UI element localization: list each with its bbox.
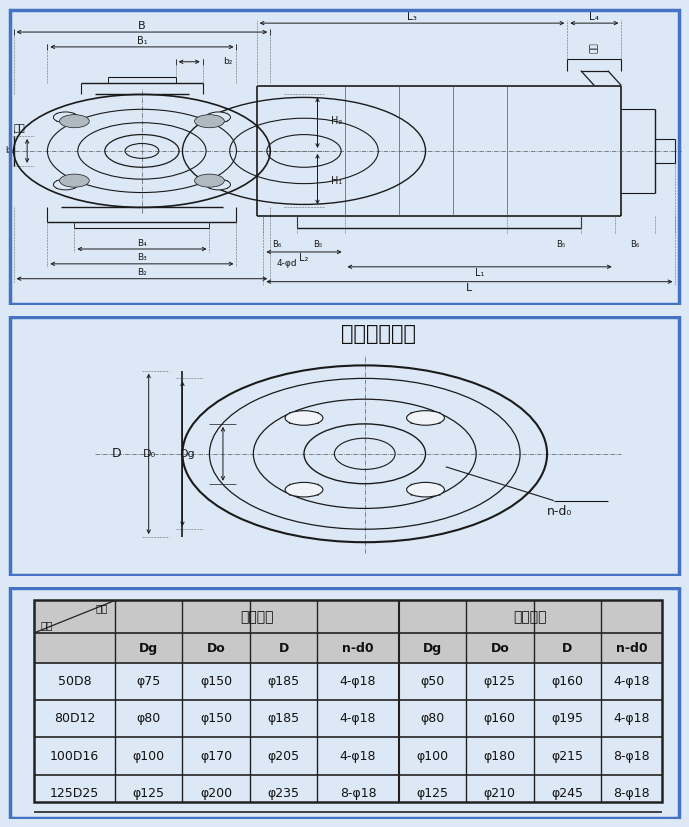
Text: 4-φ18: 4-φ18	[340, 712, 376, 725]
Text: n-d₀: n-d₀	[547, 504, 573, 518]
Text: φ185: φ185	[267, 675, 300, 688]
Text: φ160: φ160	[484, 712, 516, 725]
Text: D: D	[562, 642, 573, 655]
Text: 吸入吐出法兰: 吸入吐出法兰	[341, 324, 415, 344]
Circle shape	[407, 411, 444, 425]
Text: L₄: L₄	[589, 12, 599, 22]
Bar	[34, 633, 662, 663]
Text: b₁: b₁	[5, 146, 14, 155]
Text: 型号: 型号	[96, 603, 108, 613]
Text: Do: Do	[207, 642, 225, 655]
Text: φ245: φ245	[551, 786, 584, 800]
Text: φ100: φ100	[416, 749, 449, 762]
Text: 100D16: 100D16	[50, 749, 99, 762]
Circle shape	[407, 482, 444, 497]
Text: φ210: φ210	[484, 786, 516, 800]
Circle shape	[53, 179, 78, 190]
Circle shape	[206, 112, 231, 122]
Text: 4-φ18: 4-φ18	[340, 675, 376, 688]
Text: φ50: φ50	[420, 675, 444, 688]
Text: B₅: B₅	[313, 240, 322, 249]
Text: φ235: φ235	[268, 786, 300, 800]
Text: n-d0: n-d0	[616, 642, 647, 655]
Text: 4-φ18: 4-φ18	[613, 675, 650, 688]
Text: φ200: φ200	[200, 786, 232, 800]
Text: φ100: φ100	[132, 749, 165, 762]
Text: 进水: 进水	[14, 122, 25, 132]
Text: φ185: φ185	[267, 712, 300, 725]
Text: 80D12: 80D12	[54, 712, 95, 725]
Text: L₃: L₃	[407, 12, 417, 22]
Text: L₂: L₂	[299, 253, 309, 263]
Circle shape	[206, 179, 231, 190]
Text: H₁: H₁	[331, 175, 342, 185]
Text: φ125: φ125	[484, 675, 516, 688]
Circle shape	[59, 174, 90, 187]
Text: φ80: φ80	[420, 712, 444, 725]
Text: B₆: B₆	[630, 240, 639, 249]
Text: φ75: φ75	[136, 675, 161, 688]
Text: B₄: B₄	[137, 238, 147, 247]
Text: B₅: B₅	[556, 240, 565, 249]
Circle shape	[285, 482, 323, 497]
Text: 尺寸: 尺寸	[41, 621, 53, 631]
Bar	[34, 600, 662, 633]
Text: H₂: H₂	[331, 117, 342, 127]
Text: 4-φ18: 4-φ18	[340, 749, 376, 762]
Text: 吸入法兰: 吸入法兰	[240, 609, 274, 624]
Circle shape	[53, 112, 78, 122]
Text: 8-φ18: 8-φ18	[613, 786, 650, 800]
Text: Do: Do	[491, 642, 509, 655]
Text: φ180: φ180	[484, 749, 516, 762]
Bar	[34, 600, 662, 802]
Text: Dg: Dg	[139, 642, 158, 655]
Text: B₂: B₂	[137, 268, 147, 277]
Circle shape	[194, 174, 225, 187]
Text: 吐出法兰: 吐出法兰	[513, 609, 547, 624]
Text: 8-φ18: 8-φ18	[613, 749, 650, 762]
Text: φ160: φ160	[551, 675, 584, 688]
Text: b₂: b₂	[223, 57, 232, 66]
Text: Dg: Dg	[181, 449, 196, 459]
Text: φ205: φ205	[267, 749, 300, 762]
Text: 125D25: 125D25	[50, 786, 99, 800]
Text: 50D8: 50D8	[58, 675, 91, 688]
Text: φ80: φ80	[136, 712, 161, 725]
Text: φ170: φ170	[200, 749, 232, 762]
Text: φ195: φ195	[551, 712, 584, 725]
Text: n-d0: n-d0	[342, 642, 374, 655]
Circle shape	[59, 115, 90, 127]
Text: φ125: φ125	[133, 786, 165, 800]
Text: D₀: D₀	[143, 449, 156, 459]
Text: 8-φ18: 8-φ18	[340, 786, 376, 800]
Text: φ150: φ150	[200, 675, 232, 688]
Circle shape	[285, 411, 323, 425]
Text: L₁: L₁	[475, 268, 484, 278]
Text: L: L	[466, 283, 473, 293]
Text: Dg: Dg	[423, 642, 442, 655]
Text: 4-φ18: 4-φ18	[613, 712, 650, 725]
Text: B₃: B₃	[137, 253, 147, 262]
Text: 4-φd: 4-φd	[277, 260, 298, 268]
Text: B₆: B₆	[272, 240, 282, 249]
Text: D: D	[112, 447, 122, 461]
Text: B: B	[138, 22, 146, 31]
Text: φ150: φ150	[200, 712, 232, 725]
Text: φ125: φ125	[416, 786, 449, 800]
Circle shape	[194, 115, 225, 127]
Text: B₁: B₁	[136, 36, 147, 46]
Text: φ215: φ215	[551, 749, 584, 762]
Text: 出水: 出水	[590, 42, 599, 53]
Text: D: D	[278, 642, 289, 655]
